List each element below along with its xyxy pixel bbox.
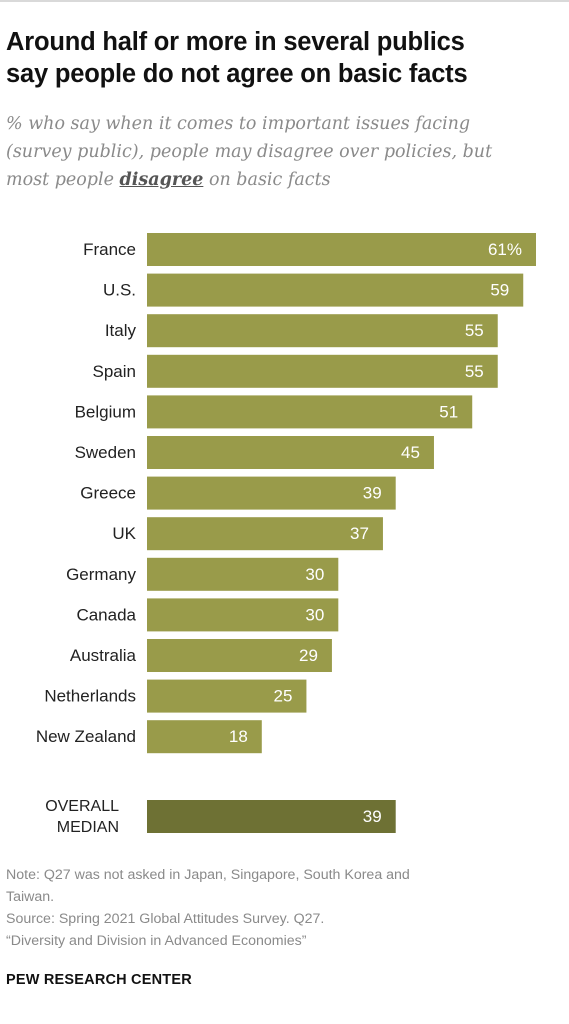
median-label-line-2: MEDIAN <box>57 819 119 836</box>
bar-chart: France 61% U.S. 59 Italy 55 Spain 55 Belgium 51 Sw… <box>36 233 536 836</box>
value-label-0: 61% <box>488 240 522 259</box>
category-label-8: Germany <box>66 565 136 584</box>
chart-subtitle-line-2: (survey public), people may disagree ove… <box>6 142 493 162</box>
value-label-11: 25 <box>274 687 293 706</box>
category-label-1: U.S. <box>103 281 136 300</box>
subtitle-emphasis: disagree <box>119 170 204 190</box>
bar-7 <box>147 517 383 551</box>
chart-title-line-2: say people do not agree on basic facts <box>6 60 468 88</box>
bar-0 <box>147 233 536 266</box>
top-rule <box>0 0 569 2</box>
chart-subtitle: % who say when it comes to important iss… <box>6 110 561 194</box>
category-label-6: Greece <box>80 484 136 503</box>
bar-4 <box>147 395 473 429</box>
value-label-5: 45 <box>401 443 420 462</box>
category-label-4: Belgium <box>75 402 136 421</box>
bar-5 <box>147 436 434 469</box>
chart-title: Around half or more in several publics s… <box>6 26 561 90</box>
bar-3 <box>147 354 498 388</box>
chart-subtitle-line-1: % who say when it comes to important iss… <box>6 114 471 134</box>
bar-2 <box>147 314 498 348</box>
chart-subtitle-line-3: most people disagree on basic facts <box>6 166 561 194</box>
value-label-7: 37 <box>350 524 369 543</box>
value-label-6: 39 <box>363 484 382 503</box>
category-label-0: France <box>83 240 136 259</box>
value-label-10: 29 <box>299 646 318 665</box>
brand-label: PEW RESEARCH CENTER <box>6 972 192 988</box>
subtitle-text-post: on basic facts <box>208 170 331 190</box>
value-label-2: 55 <box>465 321 484 340</box>
chart-notes: Note: Q27 was not asked in Japan, Singap… <box>6 864 561 952</box>
category-label-11: Netherlands <box>44 687 136 706</box>
category-label-7: UK <box>112 524 136 543</box>
bar-8 <box>147 557 339 591</box>
category-label-2: Italy <box>105 321 137 340</box>
bar-11 <box>147 679 307 713</box>
chart-title-line-1: Around half or more in several publics <box>6 28 465 56</box>
value-label-8: 30 <box>305 565 324 584</box>
note-line-2: Taiwan. <box>6 889 55 905</box>
source-line-1: Source: Spring 2021 Global Attitudes Sur… <box>6 911 325 927</box>
note-line-1: Note: Q27 was not asked in Japan, Singap… <box>6 867 410 883</box>
median-value-label: 39 <box>363 807 382 826</box>
bar-9 <box>147 598 339 632</box>
category-label-12: New Zealand <box>36 727 136 746</box>
value-label-1: 59 <box>490 281 509 300</box>
bar-12 <box>147 720 262 754</box>
category-label-5: Sweden <box>75 443 136 462</box>
median-bar <box>147 800 396 833</box>
category-label-3: Spain <box>93 362 136 381</box>
category-label-10: Australia <box>70 646 137 665</box>
source-line-2: “Diversity and Division in Advanced Econ… <box>6 933 307 949</box>
bar-1 <box>147 273 524 307</box>
bar-10 <box>147 639 332 672</box>
value-label-12: 18 <box>229 727 248 746</box>
value-label-3: 55 <box>465 362 484 381</box>
value-label-9: 30 <box>305 605 324 624</box>
bar-6 <box>147 476 396 510</box>
subtitle-text-pre: most people <box>6 170 114 190</box>
value-label-4: 51 <box>439 402 458 421</box>
category-label-9: Canada <box>76 605 136 624</box>
median-label-line-1: OVERALL <box>45 798 119 815</box>
